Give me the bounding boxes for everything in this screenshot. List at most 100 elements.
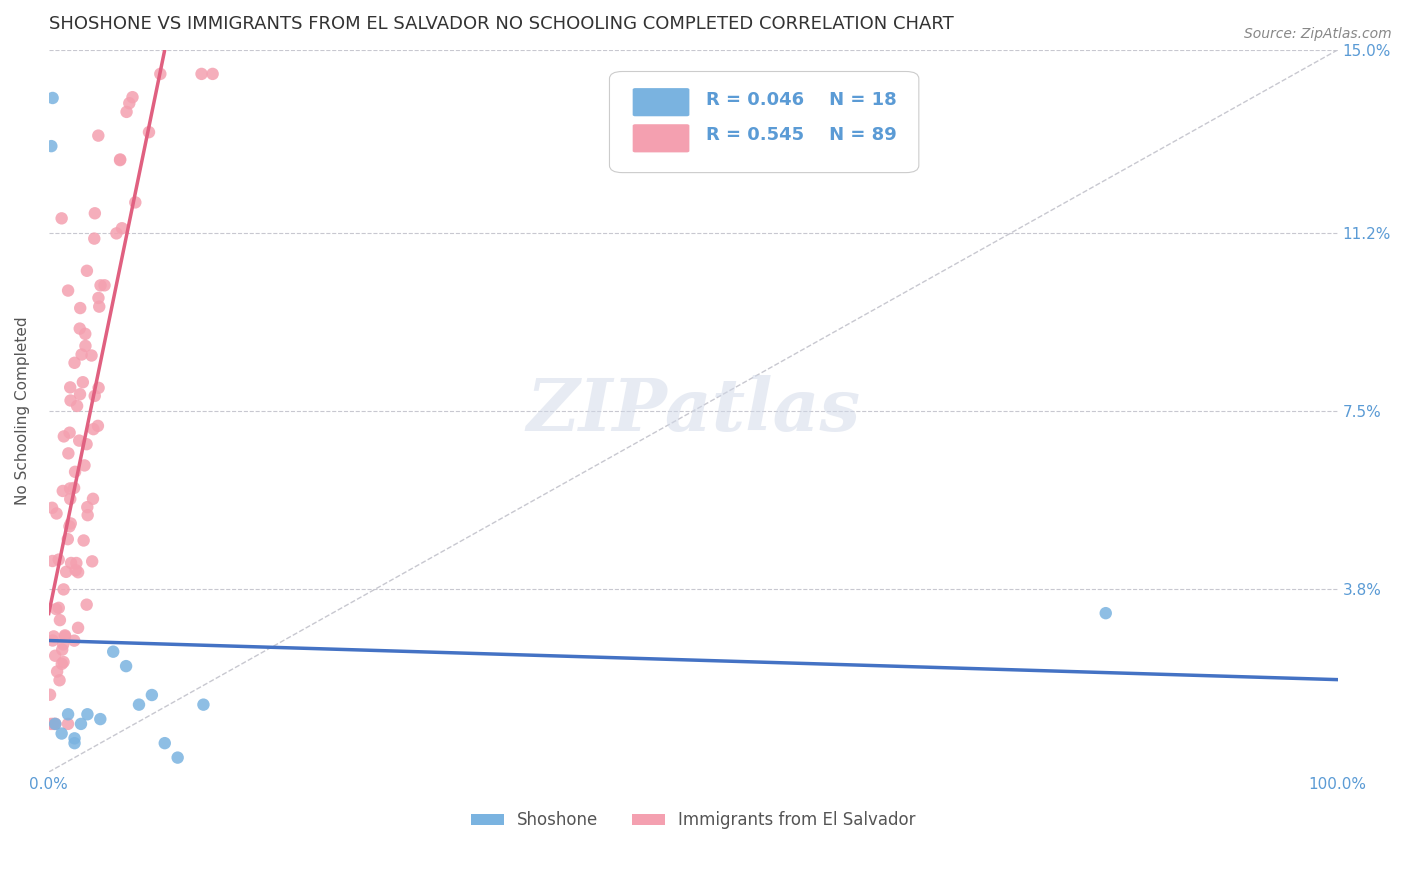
Text: R = 0.545    N = 89: R = 0.545 N = 89 (706, 126, 897, 144)
Shoshone (115, 659, 138, 673)
Immigrants from El Salvador (58, 446, 80, 460)
Shoshone (89, 712, 111, 726)
Immigrants from El Salvador (51, 642, 73, 657)
Immigrants from El Salvador (69, 387, 91, 401)
Immigrants from El Salvador (80, 349, 103, 363)
Immigrants from El Salvador (52, 582, 75, 597)
Immigrants from El Salvador (51, 211, 73, 226)
Text: SHOSHONE VS IMMIGRANTS FROM EL SALVADOR NO SCHOOLING COMPLETED CORRELATION CHART: SHOSHONE VS IMMIGRANTS FROM EL SALVADOR … (49, 15, 953, 33)
Immigrants from El Salvador (121, 90, 143, 104)
Immigrants from El Salvador (69, 321, 91, 335)
Immigrants from El Salvador (76, 500, 98, 515)
Immigrants from El Salvador (45, 602, 67, 616)
Shoshone (56, 707, 79, 722)
Immigrants from El Salvador (87, 418, 110, 433)
Immigrants from El Salvador (63, 356, 86, 370)
Shoshone (193, 698, 215, 712)
Immigrants from El Salvador (44, 717, 66, 731)
Immigrants from El Salvador (66, 399, 89, 413)
Immigrants from El Salvador (60, 556, 83, 570)
Immigrants from El Salvador (108, 153, 131, 167)
Immigrants from El Salvador (59, 491, 82, 506)
Immigrants from El Salvador (52, 429, 75, 443)
Immigrants from El Salvador (87, 291, 110, 305)
Shoshone (128, 698, 150, 712)
Immigrants from El Salvador (72, 376, 94, 390)
Shoshone (141, 688, 163, 702)
Immigrants from El Salvador (59, 516, 82, 531)
Shoshone (51, 726, 73, 740)
Immigrants from El Salvador (55, 565, 77, 579)
Shoshone (1094, 606, 1116, 620)
Immigrants from El Salvador (56, 284, 79, 298)
Immigrants from El Salvador (48, 600, 70, 615)
FancyBboxPatch shape (633, 124, 689, 153)
Immigrants from El Salvador (138, 125, 160, 139)
Immigrants from El Salvador (90, 278, 112, 293)
Shoshone (153, 736, 176, 750)
Immigrants from El Salvador (41, 500, 63, 515)
Immigrants from El Salvador (76, 508, 98, 523)
Immigrants from El Salvador (70, 347, 93, 361)
Immigrants from El Salvador (124, 195, 146, 210)
Immigrants from El Salvador (51, 657, 73, 671)
Immigrants from El Salvador (118, 96, 141, 111)
Shoshone (103, 645, 125, 659)
Immigrants from El Salvador (76, 598, 98, 612)
Shoshone (76, 707, 98, 722)
Immigrants from El Salvador (75, 326, 97, 341)
Immigrants from El Salvador (52, 483, 75, 498)
Immigrants from El Salvador (67, 434, 90, 448)
Immigrants from El Salvador (76, 437, 98, 451)
Immigrants from El Salvador (63, 481, 86, 495)
Immigrants from El Salvador (111, 221, 134, 235)
Immigrants from El Salvador (89, 300, 111, 314)
Immigrants from El Salvador (87, 381, 110, 395)
Immigrants from El Salvador (65, 556, 87, 570)
Immigrants from El Salvador (63, 633, 86, 648)
Immigrants from El Salvador (52, 637, 75, 651)
Immigrants from El Salvador (42, 717, 65, 731)
Immigrants from El Salvador (41, 554, 63, 568)
Immigrants from El Salvador (41, 633, 63, 648)
Immigrants from El Salvador (83, 206, 105, 220)
Shoshone (41, 91, 63, 105)
Shoshone (70, 717, 93, 731)
Text: R = 0.046    N = 18: R = 0.046 N = 18 (706, 91, 897, 110)
Immigrants from El Salvador (56, 532, 79, 546)
Immigrants from El Salvador (59, 380, 82, 394)
Immigrants from El Salvador (65, 563, 87, 577)
Shoshone (41, 139, 63, 153)
Immigrants from El Salvador (73, 458, 96, 473)
Shoshone (63, 731, 86, 746)
Immigrants from El Salvador (190, 67, 212, 81)
Immigrants from El Salvador (63, 465, 86, 479)
Y-axis label: No Schooling Completed: No Schooling Completed (15, 317, 30, 505)
Immigrants from El Salvador (201, 67, 224, 81)
Shoshone (166, 750, 188, 764)
Immigrants from El Salvador (53, 630, 76, 644)
Immigrants from El Salvador (59, 425, 82, 440)
Immigrants from El Salvador (48, 673, 70, 688)
Immigrants from El Salvador (59, 393, 82, 408)
Immigrants from El Salvador (67, 621, 90, 635)
Immigrants from El Salvador (53, 628, 76, 642)
Legend: Shoshone, Immigrants from El Salvador: Shoshone, Immigrants from El Salvador (464, 805, 922, 836)
Immigrants from El Salvador (75, 339, 97, 353)
Immigrants from El Salvador (76, 264, 98, 278)
Immigrants from El Salvador (82, 554, 104, 568)
Immigrants from El Salvador (39, 688, 62, 702)
Immigrants from El Salvador (83, 389, 105, 403)
Immigrants from El Salvador (69, 301, 91, 315)
Text: ZIPatlas: ZIPatlas (526, 376, 860, 446)
Immigrants from El Salvador (87, 128, 110, 143)
Immigrants from El Salvador (52, 655, 75, 669)
Immigrants from El Salvador (83, 231, 105, 245)
FancyBboxPatch shape (609, 71, 920, 173)
Immigrants from El Salvador (67, 566, 90, 580)
Immigrants from El Salvador (82, 422, 104, 436)
Immigrants from El Salvador (45, 507, 67, 521)
Text: Source: ZipAtlas.com: Source: ZipAtlas.com (1244, 27, 1392, 41)
Immigrants from El Salvador (82, 491, 104, 506)
Shoshone (44, 717, 66, 731)
